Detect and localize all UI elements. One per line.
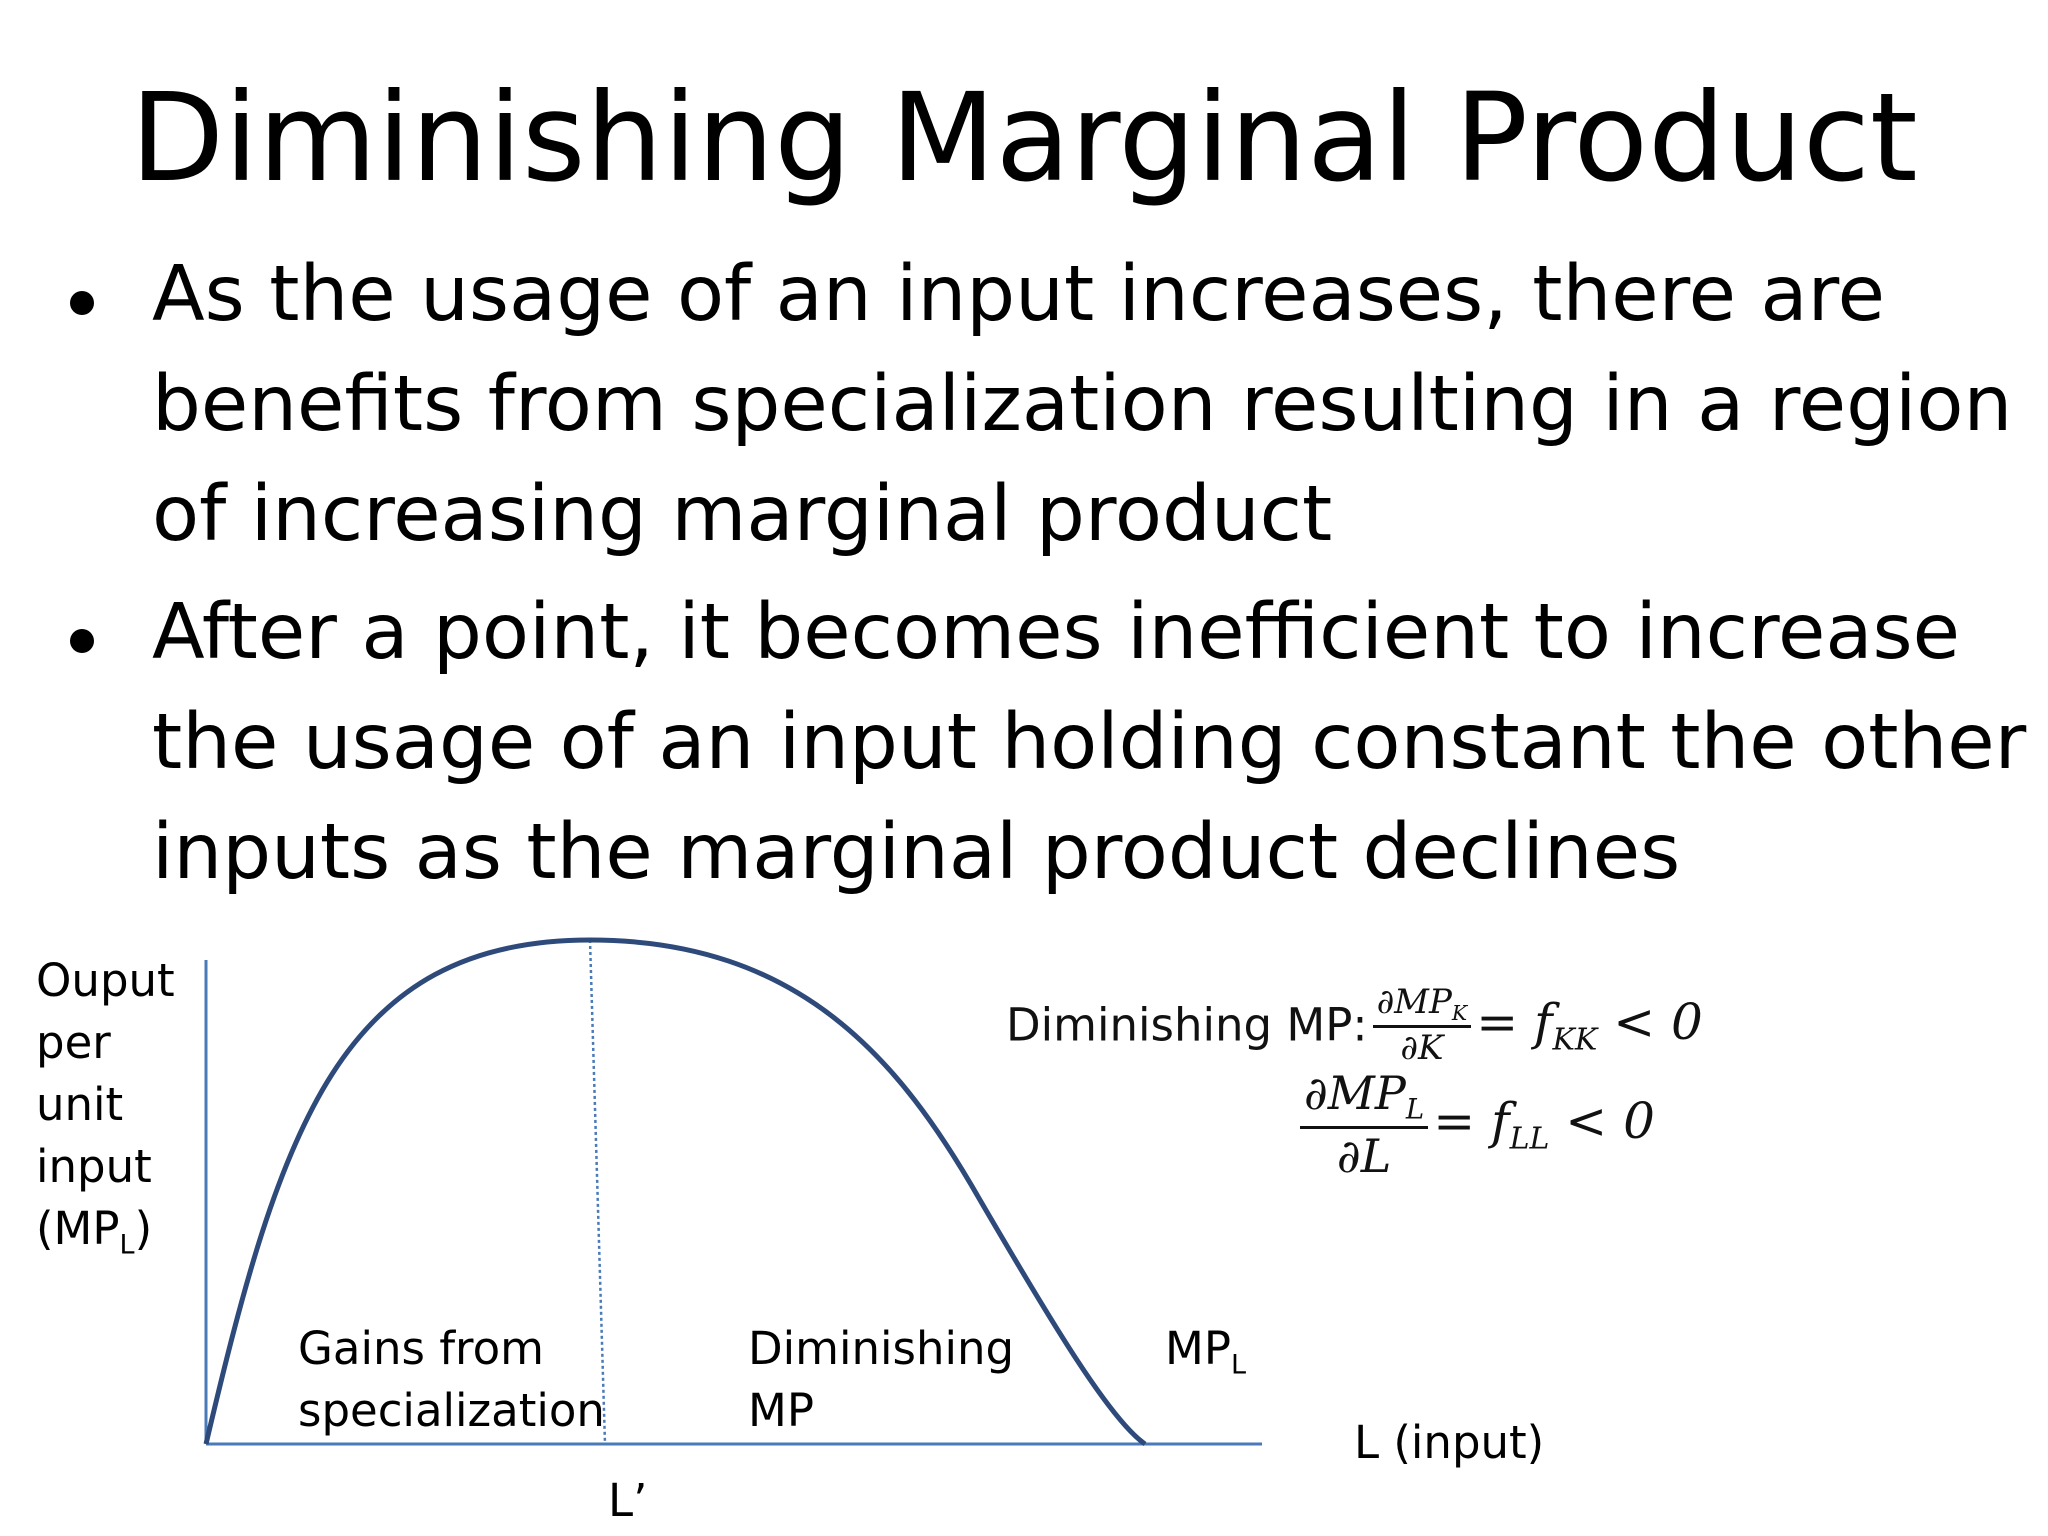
region-left-line: Gains from bbox=[298, 1322, 544, 1375]
y-axis-symbol: (MP bbox=[36, 1202, 120, 1255]
slide-title: Diminishing Marginal Product bbox=[130, 67, 1918, 209]
mp-curve bbox=[203, 937, 1147, 1447]
curve-label: MPL bbox=[1165, 1318, 1246, 1396]
equation-kk: Diminishing MP: ∂MPK ∂K = fKK < 0 bbox=[1006, 982, 1703, 1068]
eq1-num-sub: K bbox=[1451, 1001, 1468, 1026]
peak-label: L’ bbox=[608, 1474, 648, 1527]
y-axis-label-line: per bbox=[36, 1016, 111, 1069]
eq2-fraction: ∂MPL ∂L bbox=[1300, 1066, 1429, 1183]
bullet-item: After a point, it becomes inefficient to… bbox=[70, 578, 2030, 908]
y-axis-label: Ouput per unit input (MPL) bbox=[36, 950, 216, 1276]
eq1-rhs: = fKK < 0 bbox=[1476, 992, 1703, 1058]
y-axis-symbol-sub: L bbox=[119, 1229, 135, 1261]
mp-diagram bbox=[203, 937, 1262, 1447]
y-axis-symbol-close: ) bbox=[134, 1202, 153, 1255]
equation-prefix: Diminishing MP: bbox=[1006, 998, 1368, 1052]
equation-ll: ∂MPL ∂L = fLL < 0 bbox=[1300, 1066, 1655, 1183]
eq2-rhs-sub: LL bbox=[1509, 1121, 1550, 1157]
region-left-line: specialization bbox=[298, 1384, 605, 1437]
eq2-rhs-tail: < 0 bbox=[1549, 1092, 1655, 1151]
y-axis-label-line: input bbox=[36, 1140, 152, 1193]
peak-divider bbox=[588, 939, 607, 1445]
eq1-num-text: ∂MP bbox=[1376, 982, 1452, 1022]
eq2-rhs: = fLL < 0 bbox=[1433, 1092, 1655, 1157]
y-axis-label-line: Ouput bbox=[36, 954, 175, 1007]
eq1-denominator: ∂K bbox=[1400, 1028, 1444, 1069]
bullet-dot-icon bbox=[70, 291, 94, 315]
region-left-label: Gains from specialization bbox=[298, 1318, 605, 1442]
region-right-line: Diminishing bbox=[748, 1322, 1015, 1375]
eq2-num-text: ∂MP bbox=[1304, 1066, 1406, 1120]
bullet-text: After a point, it becomes inefficient to… bbox=[152, 588, 2027, 897]
eq1-numerator: ∂MPK bbox=[1372, 982, 1472, 1029]
bullet-dot-icon bbox=[70, 629, 94, 653]
eq1-fraction: ∂MPK ∂K bbox=[1372, 982, 1472, 1069]
eq2-rhs-text: = f bbox=[1433, 1092, 1510, 1151]
curve-label-sub: L bbox=[1230, 1349, 1247, 1381]
eq2-denominator: ∂L bbox=[1336, 1128, 1392, 1183]
bullet-item: As the usage of an input increases, ther… bbox=[70, 240, 2030, 570]
curve-label-text: MP bbox=[1165, 1322, 1231, 1375]
region-right-label: Diminishing MP bbox=[748, 1318, 1014, 1442]
region-right-line: MP bbox=[748, 1384, 814, 1437]
bullet-text: As the usage of an input increases, ther… bbox=[152, 250, 2013, 559]
y-axis-label-symbol-line: (MPL) bbox=[36, 1198, 216, 1276]
y-axis-label-line: unit bbox=[36, 1078, 124, 1131]
eq2-numerator: ∂MPL bbox=[1300, 1066, 1429, 1129]
x-axis-label: L (input) bbox=[1354, 1416, 1545, 1469]
eq1-rhs-sub: KK bbox=[1552, 1022, 1598, 1058]
eq1-rhs-text: = f bbox=[1476, 992, 1553, 1051]
eq2-num-sub: L bbox=[1405, 1092, 1425, 1126]
bullet-list: As the usage of an input increases, ther… bbox=[70, 240, 2030, 916]
eq1-rhs-tail: < 0 bbox=[1597, 992, 1703, 1051]
